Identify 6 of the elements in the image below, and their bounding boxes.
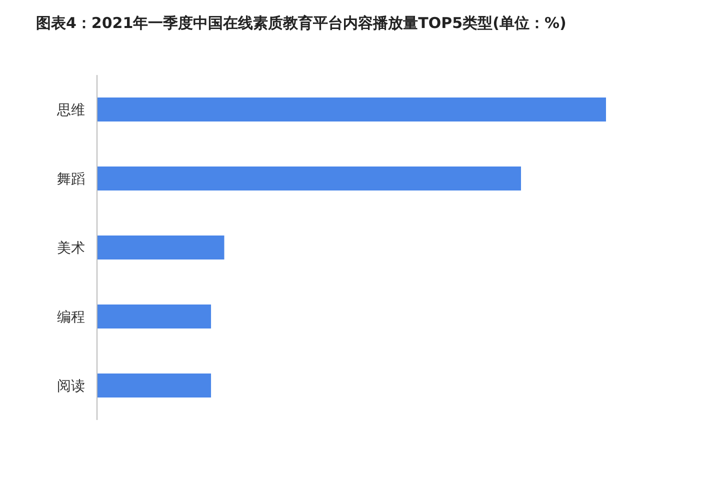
y-tick-label: 美术	[57, 240, 85, 256]
y-tick-label: 舞蹈	[57, 172, 85, 188]
y-tick-label: 思维	[56, 102, 85, 118]
y-tick-label: 阅读	[57, 378, 85, 394]
y-tick-label: 编程	[57, 310, 85, 326]
chart-title: 图表4：2021年一季度中国在线素质教育平台内容播放量TOP5类型(单位：%)	[36, 14, 566, 32]
